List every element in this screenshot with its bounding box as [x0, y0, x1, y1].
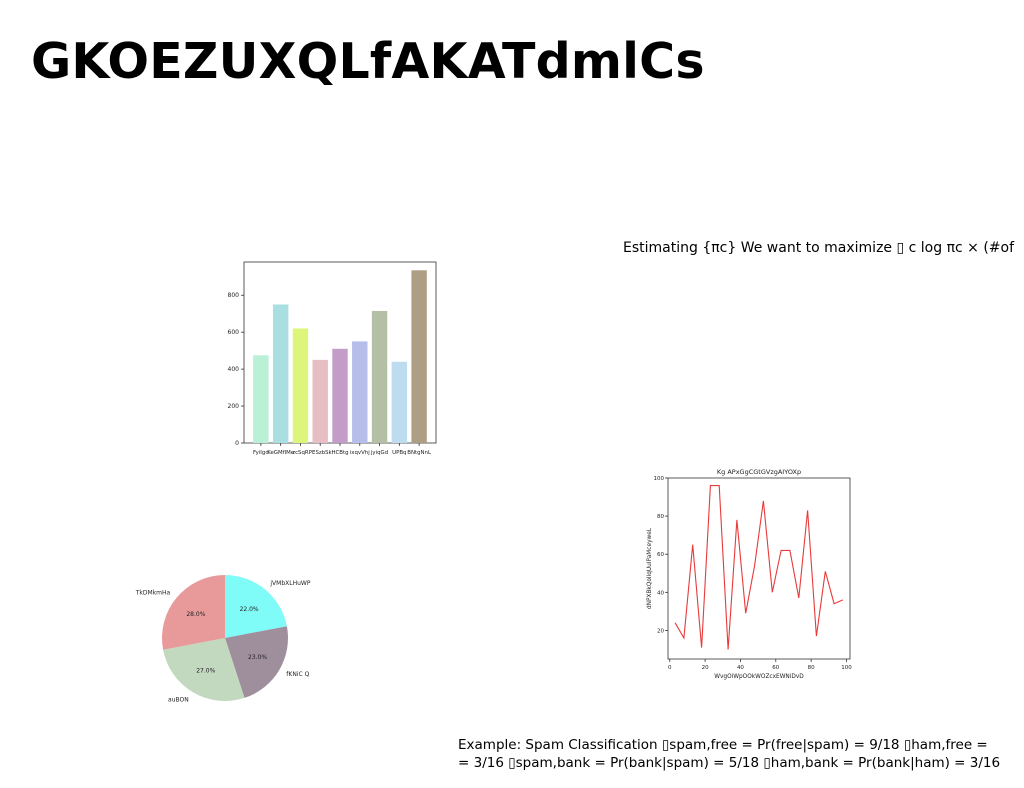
bar: [253, 355, 269, 443]
bar: [312, 359, 328, 443]
bar-xtick-label: zcSqR: [292, 450, 309, 456]
pie-slice: [225, 626, 288, 698]
pie-percent-label: 22.0%: [240, 606, 259, 613]
line-xtick-label: 0: [668, 665, 672, 671]
pie-slice-label: auBON: [168, 696, 189, 703]
bar-xtick-label: HCBtg: [331, 450, 348, 456]
line-xtick-label: 60: [772, 665, 779, 671]
page-title: GKOEZUXQLfAKATdmlCs: [31, 33, 705, 90]
line-plot-frame: [667, 477, 851, 660]
bar: [272, 304, 289, 443]
pie-chart: 22.0% jVMbXLHuWP 23.0% fKNiC Q 27.0% auBON 28.…: [135, 575, 311, 703]
bar-xtick-label: FyiIgd: [253, 450, 269, 456]
bar-ytick-label: 600: [228, 329, 240, 336]
line-ytick-label: 100: [654, 476, 665, 482]
pie-percent-label: 28.0%: [186, 611, 205, 618]
line-x-axis-label: WvgOiWpOOkWOZcxEWNiDvD: [714, 674, 804, 680]
bar: [292, 328, 309, 443]
line-chart-title: Kg APxGgCGtGVzgAIYOXp: [717, 468, 801, 476]
pie-slice-label: fKNiC Q: [286, 671, 309, 678]
bar-ytick-label: 0: [235, 440, 239, 447]
estimating-text: Estimating {πc} We want to maximize ▯ c …: [623, 240, 1015, 256]
pie-slice: [225, 575, 287, 638]
line-ytick-label: 80: [657, 514, 664, 520]
line-ytick-label: 60: [657, 552, 664, 558]
pie-slice: [163, 638, 245, 701]
bar-xtick-label: jyiqGd: [370, 450, 388, 456]
pie-slice: [162, 575, 225, 650]
bar-ytick-label: 200: [228, 403, 240, 410]
bar-ytick-label: 800: [228, 292, 240, 299]
line-chart: Kg APxGgCGtGVzgAIYOXp 20 40 60 80 100 0 20 40 60 8…: [647, 468, 852, 680]
bar: [411, 270, 427, 443]
pie-slice-label: jVMbXLHuWP: [269, 580, 310, 587]
bar-ytick-label: 400: [228, 366, 240, 373]
line-ytick-label: 40: [657, 590, 664, 596]
pie-percent-label: 23.0%: [248, 654, 267, 661]
bar-xtick-label: ixqvVhj: [350, 450, 370, 456]
line-xtick-label: 40: [737, 665, 744, 671]
line-series: [674, 485, 844, 650]
line-ytick-label: 20: [657, 628, 664, 634]
pie-slice-label: TkDMkmHa: [135, 590, 171, 597]
example-line-1: Example: Spam Classification ▯spam,free …: [458, 737, 988, 753]
bar-xtick-label: KeGMfIMe: [267, 450, 295, 456]
bar: [371, 310, 388, 443]
line-xtick-label: 80: [808, 665, 815, 671]
example-text: Example: Spam Classification ▯spam,free …: [458, 736, 1018, 772]
line-y-axis-label: dNPXBkQoIlqUuIPaMceyweL: [647, 527, 653, 609]
line-xtick-label: 100: [841, 665, 852, 671]
bar-xtick-label: UPBq: [392, 450, 406, 456]
pie-percent-label: 27.0%: [196, 668, 215, 675]
bar: [352, 341, 368, 443]
bar-xtick-label: PESzbSk: [309, 450, 333, 456]
bar-xtick-label: BNtgNnL: [407, 450, 431, 456]
bar: [391, 361, 408, 443]
line-xtick-label: 20: [702, 665, 709, 671]
bar: [332, 348, 348, 443]
example-line-2: = 3/16 ▯spam,bank = Pr(bank|spam) = 5/18…: [458, 755, 1001, 771]
